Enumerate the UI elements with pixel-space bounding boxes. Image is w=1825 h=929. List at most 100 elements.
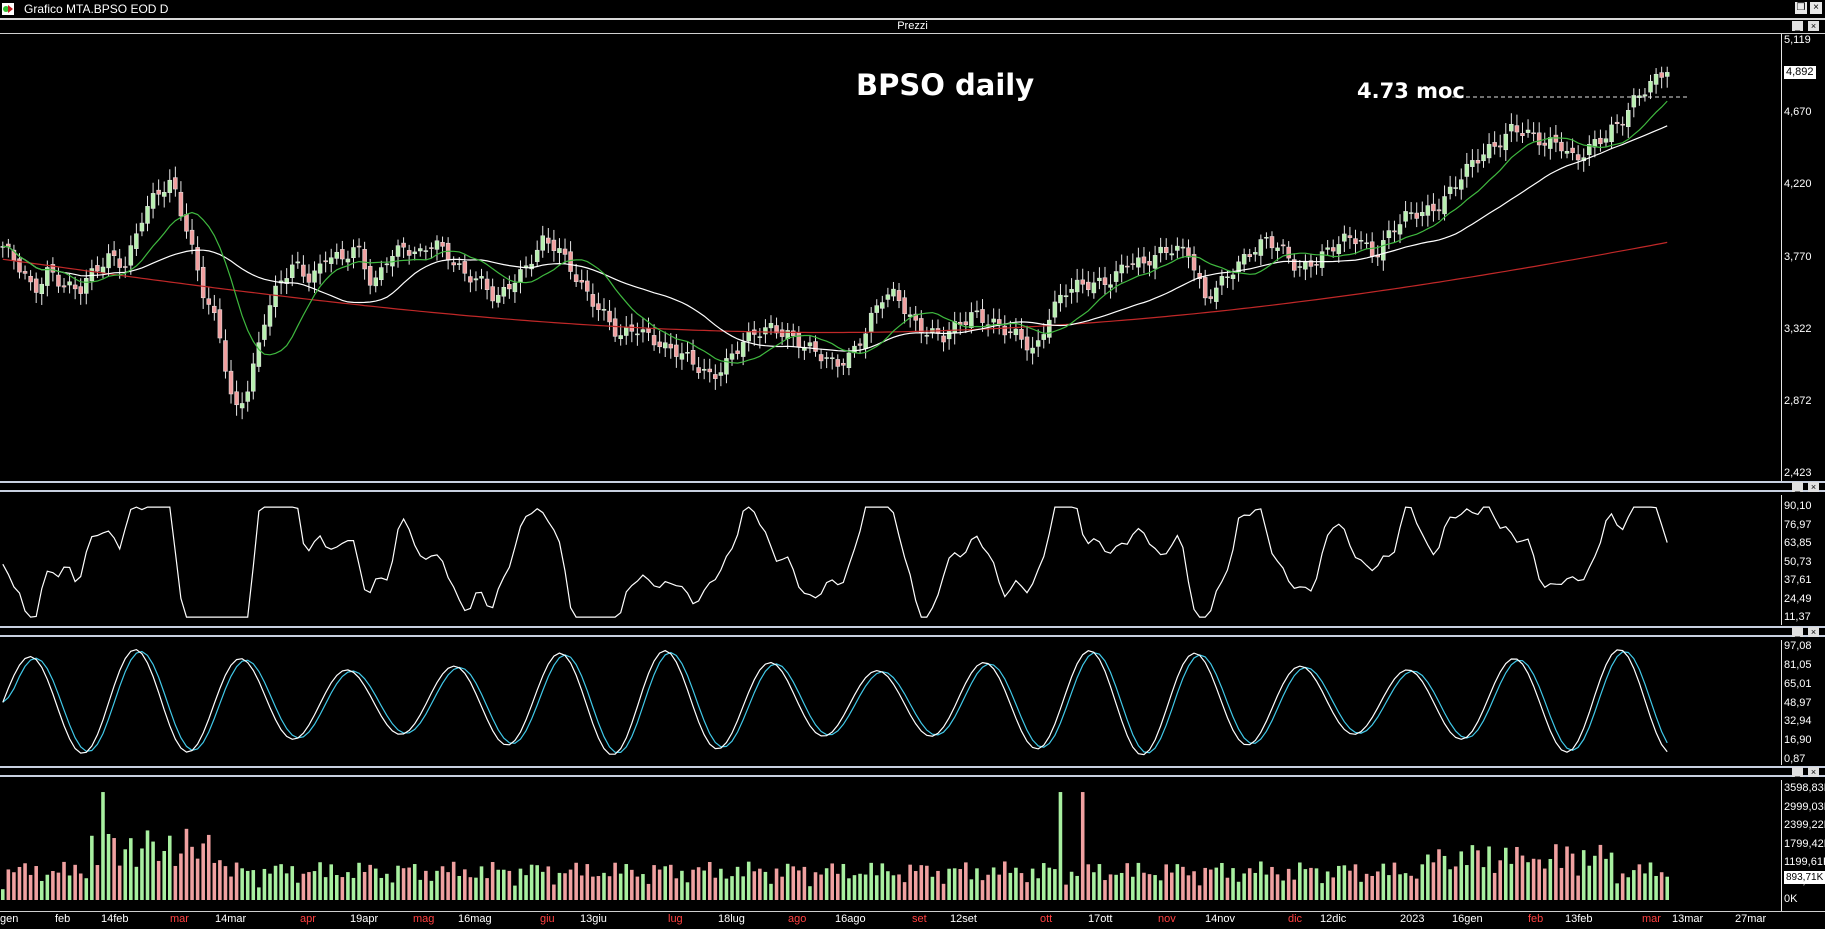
candle xyxy=(67,273,72,294)
candle xyxy=(857,338,863,354)
candle xyxy=(579,269,584,290)
candle xyxy=(11,244,17,270)
price-chart[interactable] xyxy=(0,34,1780,481)
volume-minimize-button[interactable]: _ xyxy=(1792,767,1803,777)
candle xyxy=(668,333,674,359)
stoch-tick-label: 16,90 xyxy=(1784,734,1812,747)
volume-bar xyxy=(218,860,222,900)
panel-minimize-button[interactable]: _ xyxy=(1792,21,1803,31)
volume-bar xyxy=(563,873,567,900)
stoch-minimize-button[interactable]: _ xyxy=(1792,627,1803,637)
rsi-close-button[interactable]: × xyxy=(1808,482,1819,492)
volume-bar xyxy=(1069,871,1074,900)
volume-bar xyxy=(908,864,912,900)
candle xyxy=(1330,239,1336,258)
volume-bar xyxy=(435,870,439,900)
panel-separator[interactable]: ... _ × xyxy=(0,481,1825,493)
stochastic-chart[interactable] xyxy=(0,640,1780,765)
candle xyxy=(1609,116,1614,150)
candle xyxy=(1319,244,1325,276)
volume-bar xyxy=(780,876,784,900)
candle xyxy=(295,251,301,269)
volume-bar xyxy=(251,870,256,900)
stoch-close-button[interactable]: × xyxy=(1808,627,1819,637)
price-tick-label: 2,872 xyxy=(1784,394,1812,407)
volume-bar xyxy=(1192,871,1196,900)
volume-bar xyxy=(769,883,773,900)
panel-separator[interactable]: ... _ × xyxy=(0,626,1825,638)
volume-bar xyxy=(925,865,929,900)
candle xyxy=(418,243,423,257)
candle xyxy=(256,331,262,373)
volume-bar xyxy=(463,869,467,900)
volume-bar xyxy=(802,866,807,900)
candle xyxy=(518,260,523,294)
volume-chart[interactable] xyxy=(0,780,1780,911)
volume-bar xyxy=(357,862,361,900)
volume-bar xyxy=(1320,883,1324,900)
candle xyxy=(312,261,317,294)
volume-bar xyxy=(1264,874,1269,900)
close-button[interactable]: × xyxy=(1810,2,1822,14)
volume-bar xyxy=(257,887,261,900)
candle xyxy=(1253,247,1258,262)
stoch-tick-label: 0,87 xyxy=(1784,753,1806,765)
panel-close-button[interactable]: × xyxy=(1808,21,1819,31)
candle xyxy=(1292,253,1297,278)
candle xyxy=(1525,119,1531,138)
candle xyxy=(829,352,835,370)
candle xyxy=(123,256,128,278)
stoch-tick-label: 48,97 xyxy=(1784,696,1812,709)
candle xyxy=(1587,135,1592,166)
volume-bar xyxy=(696,867,701,900)
volume-close-button[interactable]: × xyxy=(1808,767,1819,777)
volume-bar xyxy=(1236,881,1241,900)
candle xyxy=(1125,255,1130,274)
volume-bar xyxy=(474,877,478,900)
candle xyxy=(640,318,646,343)
volume-bar xyxy=(1197,885,1202,900)
candle xyxy=(841,358,846,375)
candle xyxy=(1648,74,1653,100)
volume-bar xyxy=(45,874,50,900)
volume-tick-label: 2399,22K xyxy=(1784,819,1825,831)
candle xyxy=(696,357,701,379)
window-app-icon[interactable] xyxy=(2,3,14,15)
volume-bar xyxy=(1654,875,1658,900)
candle xyxy=(774,317,779,339)
rsi-tick-label: 11,37 xyxy=(1784,611,1811,623)
candle xyxy=(1208,289,1213,304)
candle xyxy=(902,290,907,324)
stoch-tick-label: 81,05 xyxy=(1784,658,1812,671)
x-tick-label: giu xyxy=(540,913,555,925)
volume-bar xyxy=(785,863,790,900)
x-tick-label: lug xyxy=(668,913,683,925)
volume-bar xyxy=(23,863,27,900)
candle xyxy=(1358,231,1364,250)
x-tick-label: 14mar xyxy=(215,913,247,925)
volume-bar xyxy=(212,862,217,900)
candle xyxy=(1030,336,1035,365)
volume-bar xyxy=(763,871,768,900)
candle xyxy=(1269,231,1275,260)
volume-bar xyxy=(1114,874,1118,900)
candle xyxy=(624,316,629,345)
volume-bar xyxy=(485,878,489,900)
volume-bar xyxy=(151,841,155,900)
candle xyxy=(323,251,328,273)
panel-separator[interactable]: ... _ × xyxy=(0,766,1825,778)
volume-bar xyxy=(351,877,356,900)
candle xyxy=(139,212,145,237)
candle xyxy=(590,283,596,318)
rsi-minimize-button[interactable]: _ xyxy=(1792,482,1803,492)
candle xyxy=(1631,88,1637,118)
candle xyxy=(223,329,228,379)
restore-button[interactable]: ❒ xyxy=(1795,2,1807,14)
rsi-chart[interactable] xyxy=(0,495,1780,625)
x-tick-label: mar xyxy=(1642,913,1661,925)
candle xyxy=(373,270,378,293)
volume-bar xyxy=(774,868,779,900)
x-tick-label: 16gen xyxy=(1452,913,1483,925)
volume-bar xyxy=(975,868,979,900)
volume-bar xyxy=(117,865,122,900)
